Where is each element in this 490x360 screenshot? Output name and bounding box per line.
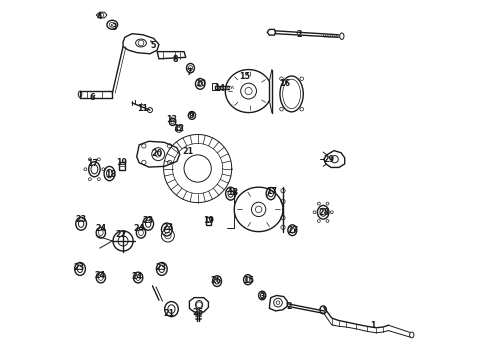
Text: 23: 23 xyxy=(75,215,86,224)
Text: 5: 5 xyxy=(151,41,156,50)
Text: 17: 17 xyxy=(267,187,277,196)
Text: 21: 21 xyxy=(163,309,174,318)
Text: 3: 3 xyxy=(111,23,117,32)
Text: 23: 23 xyxy=(74,264,85,273)
Text: 4: 4 xyxy=(97,12,102,21)
Text: 3: 3 xyxy=(260,292,265,301)
Text: 24: 24 xyxy=(134,224,145,233)
Text: 29: 29 xyxy=(324,155,335,164)
Text: 15: 15 xyxy=(243,276,254,285)
Text: 1: 1 xyxy=(370,321,376,330)
Text: 14: 14 xyxy=(215,84,225,93)
Text: 25: 25 xyxy=(192,308,203,317)
Text: 20: 20 xyxy=(151,149,163,158)
Text: 28: 28 xyxy=(318,208,329,217)
Text: 9: 9 xyxy=(189,111,194,120)
Text: 27: 27 xyxy=(288,226,299,235)
Text: 19: 19 xyxy=(116,158,127,167)
Text: 15: 15 xyxy=(240,72,250,81)
Text: 23: 23 xyxy=(143,216,154,225)
Bar xyxy=(212,83,217,90)
Text: 24: 24 xyxy=(94,270,105,279)
Text: 10: 10 xyxy=(195,79,206,88)
Text: 13: 13 xyxy=(166,114,177,123)
Text: 12: 12 xyxy=(173,123,184,132)
Text: 26: 26 xyxy=(211,276,222,285)
Bar xyxy=(119,162,124,170)
Text: 24: 24 xyxy=(95,224,106,233)
Text: 21: 21 xyxy=(182,147,193,156)
Text: 8: 8 xyxy=(172,55,178,64)
Text: 18: 18 xyxy=(227,188,238,197)
Text: 2: 2 xyxy=(296,30,302,39)
Text: 22: 22 xyxy=(116,230,127,239)
Text: 18: 18 xyxy=(105,170,116,179)
Text: 11: 11 xyxy=(137,104,148,113)
Text: 24: 24 xyxy=(132,272,143,281)
Text: 19: 19 xyxy=(203,216,214,225)
Text: 6: 6 xyxy=(90,93,96,102)
Text: 7: 7 xyxy=(187,68,192,77)
Text: 23: 23 xyxy=(162,223,173,232)
Text: 16: 16 xyxy=(279,79,290,88)
Text: 17: 17 xyxy=(87,159,98,168)
Text: 23: 23 xyxy=(155,264,166,273)
Text: 2: 2 xyxy=(286,302,292,311)
Bar xyxy=(205,217,211,225)
